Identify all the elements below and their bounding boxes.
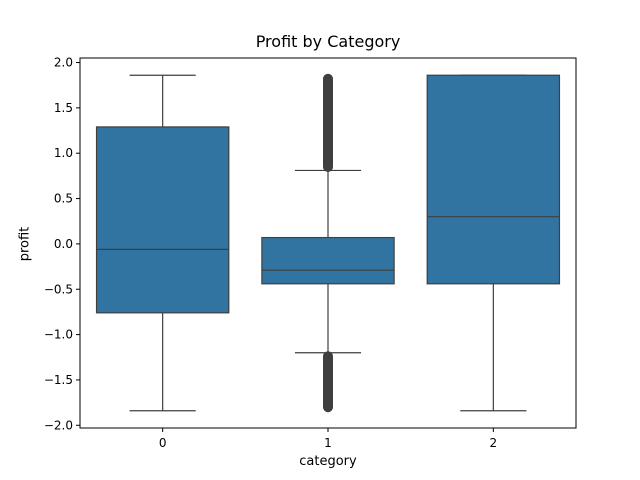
- x-tick-label: 0: [159, 436, 167, 450]
- box-body: [95, 126, 230, 314]
- y-axis-label: profit: [17, 226, 33, 262]
- x-axis-label: category: [299, 454, 357, 469]
- y-tick-label: −1.5: [44, 373, 73, 387]
- y-tick-label: 1.5: [54, 101, 73, 115]
- y-tick-label: 1.0: [54, 146, 73, 160]
- x-tick-label: 1: [324, 436, 332, 450]
- y-tick-label: 0.5: [54, 192, 73, 206]
- chart-title: Profit by Category: [255, 32, 401, 51]
- box-body: [261, 236, 395, 285]
- y-tick-label: −1.0: [44, 328, 73, 342]
- y-tick-label: −0.5: [44, 282, 73, 296]
- box-body: [426, 74, 561, 285]
- y-tick-label: 0.0: [54, 237, 73, 251]
- outliers-low: [323, 351, 333, 413]
- y-tick-label: −2.0: [44, 418, 73, 432]
- x-tick-label: 2: [490, 436, 498, 450]
- y-tick-label: 2.0: [54, 56, 73, 70]
- outliers-high: [323, 73, 333, 172]
